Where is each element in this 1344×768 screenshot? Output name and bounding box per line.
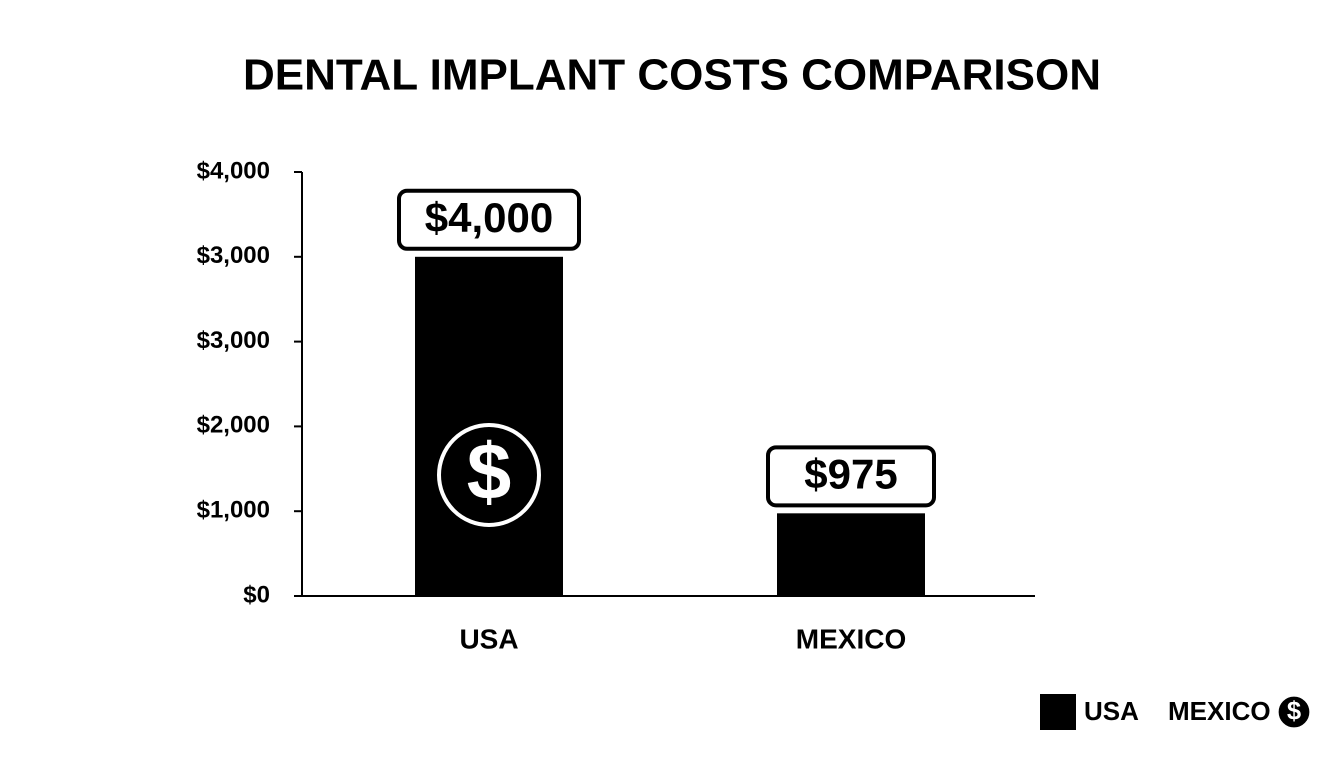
dollar-icon: [1277, 695, 1311, 729]
y-tick-label: $3,000: [197, 242, 270, 269]
value-label-box: [397, 188, 581, 251]
chart-title: DENTAL IMPLANT COSTS COMPARISON: [243, 51, 1101, 100]
value-label: $975: [804, 450, 897, 497]
x-tick-label: MEXICO: [796, 623, 906, 654]
legend-swatch: [1040, 694, 1076, 730]
dollar-icon: [437, 423, 541, 527]
x-tick-label: USA: [459, 623, 518, 654]
y-tick-label: $2,000: [197, 412, 270, 439]
y-tick-label: $4,000: [197, 157, 270, 184]
y-tick-label: $1,000: [197, 497, 270, 524]
y-tick-label: $3,000: [197, 327, 270, 354]
legend-label: MEXICO: [1168, 696, 1271, 726]
y-tick-label: $0: [243, 581, 270, 608]
value-label-box: [766, 445, 936, 508]
value-label: $4,000: [425, 194, 553, 241]
legend-label: USA: [1084, 696, 1139, 726]
dollar-glyph: $: [1287, 698, 1301, 726]
bar: [777, 513, 925, 596]
dollar-glyph: $: [467, 427, 512, 516]
